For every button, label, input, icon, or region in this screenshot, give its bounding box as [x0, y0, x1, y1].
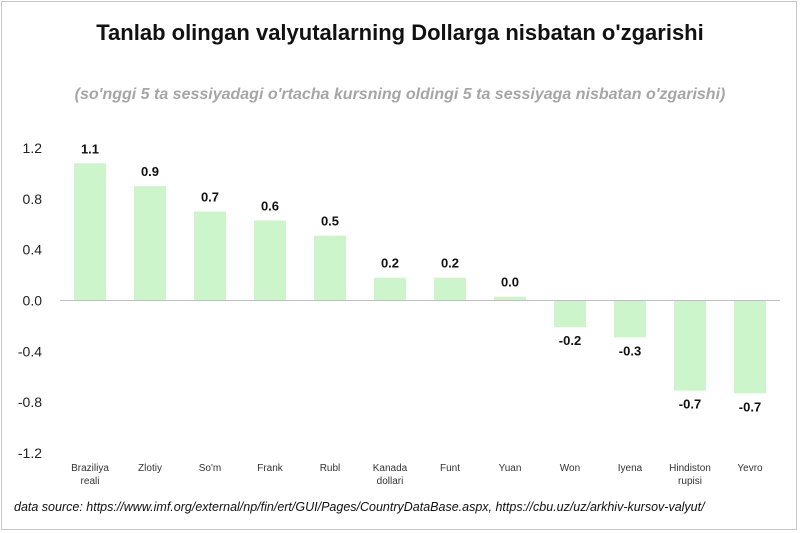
category-label: Hindiston rupisi: [669, 463, 711, 487]
y-tick-label: -1.2: [18, 445, 42, 461]
data-label: -0.7: [739, 399, 761, 414]
bar: [734, 300, 766, 394]
bar: [374, 277, 406, 301]
category-label: Funt: [440, 463, 460, 474]
y-tick-label: -0.8: [18, 394, 42, 410]
bar: [254, 220, 286, 301]
category-label: Frank: [257, 463, 284, 474]
data-label: 0.2: [441, 256, 459, 271]
bar: [434, 277, 466, 301]
category-label: Yuan: [499, 463, 522, 474]
category-label: So'm: [199, 463, 221, 474]
bar: [134, 186, 166, 301]
bar: [614, 300, 646, 338]
data-label: 0.9: [141, 164, 159, 179]
data-label: 0.6: [261, 198, 279, 213]
chart-title: Tanlab olingan valyutalarning Dollarga n…: [96, 20, 704, 45]
y-tick-label: 0.8: [23, 191, 43, 207]
category-label: Zlotiy: [138, 463, 162, 474]
data-label: -0.3: [619, 343, 641, 358]
data-label: -0.2: [559, 333, 581, 348]
y-tick-label: 1.2: [23, 140, 43, 156]
y-tick-label: 0.4: [23, 242, 43, 258]
category-label: Iyena: [618, 463, 643, 474]
y-tick-label: -0.4: [18, 343, 42, 359]
bar: [494, 296, 526, 301]
data-label: 0.0: [501, 275, 519, 290]
data-label: 0.5: [321, 214, 339, 229]
category-label: Yevro: [737, 463, 763, 474]
category-label: Won: [560, 463, 580, 474]
data-label: 1.1: [81, 141, 99, 156]
bar: [674, 300, 706, 391]
data-label: 0.7: [201, 190, 219, 205]
y-tick-label: 0.0: [23, 293, 43, 309]
bar: [554, 300, 586, 328]
bar: [194, 211, 226, 301]
chart-subtitle: (so'nggi 5 ta sessiyadagi o'rtacha kursn…: [74, 86, 726, 103]
data-label: -0.7: [679, 397, 701, 412]
bar: [314, 235, 346, 301]
category-label: Braziliya reali: [71, 463, 109, 487]
category-label: Kanada dollari: [373, 463, 408, 487]
bar: [74, 163, 106, 301]
data-label: 0.2: [381, 256, 399, 271]
data-source-note: data source: https://www.imf.org/externa…: [14, 500, 705, 514]
category-label: Rubl: [320, 463, 341, 474]
